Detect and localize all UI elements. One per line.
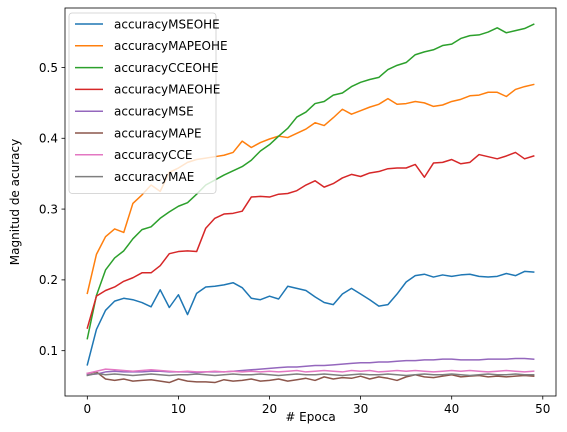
legend-entry: accuracyMSEOHE xyxy=(114,17,220,31)
y-axis-label: Magnitud de acuracy xyxy=(8,139,22,265)
plot-frame xyxy=(64,7,557,397)
legend-entry: accuracyMSE xyxy=(114,105,194,119)
y-tick-label: 0.1 xyxy=(39,344,58,358)
x-tick-label: 40 xyxy=(444,402,459,416)
legend-entry: accuracyMAEOHE xyxy=(114,83,220,97)
legend-entry: accuracyCCEOHE xyxy=(114,61,219,75)
y-tick-label: 0.4 xyxy=(39,132,58,146)
series-line-6 xyxy=(86,368,535,375)
y-tick-label: 0.3 xyxy=(39,202,58,216)
series-line-7 xyxy=(86,372,535,377)
x-tick-label: 30 xyxy=(353,402,368,416)
legend-entry: accuracyMAPEOHE xyxy=(114,39,228,53)
series-line-2 xyxy=(86,23,535,340)
series-line-3 xyxy=(86,151,535,329)
series-line-0 xyxy=(86,270,535,366)
ticks: 0 10 20 30 40 50 0.1 0.2 0.3 0.4 0.5 xyxy=(39,61,551,416)
x-tick-label: 50 xyxy=(535,402,550,416)
axes xyxy=(64,7,557,397)
y-tick-label: 0.5 xyxy=(39,61,58,75)
y-tick-label: 0.2 xyxy=(39,273,58,287)
x-axis-label: # Epoca xyxy=(285,410,335,424)
legend-entry: accuracyMAPE xyxy=(114,126,202,140)
legend: accuracyMSEOHE accuracyMAPEOHE accuracyCCE… xyxy=(68,12,228,194)
series-line-5 xyxy=(86,371,535,384)
legend-box xyxy=(68,12,217,194)
x-tick-label: 0 xyxy=(83,402,91,416)
legend-entry: accuracyMAE xyxy=(114,170,194,184)
x-tick-label: 10 xyxy=(171,402,186,416)
legend-entry: accuracyCCE xyxy=(114,148,192,162)
x-tick-label: 20 xyxy=(262,402,277,416)
